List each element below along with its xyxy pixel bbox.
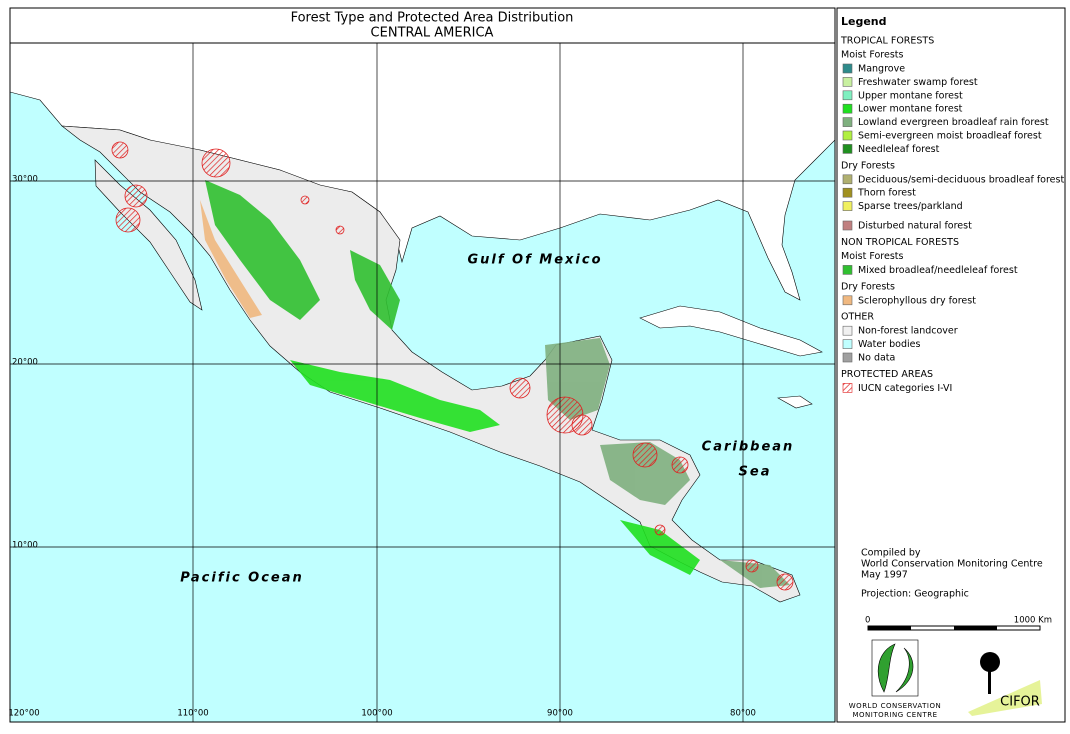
water-label: Pacific Ocean (180, 571, 304, 586)
legend-swatch (842, 130, 853, 141)
protected-areas (111, 141, 794, 591)
scale-start: 0 (865, 616, 870, 626)
latitude-label: 10°00 (12, 541, 38, 551)
legend-swatch (842, 77, 853, 87)
legend-swatch (842, 325, 853, 336)
title-box (9, 7, 836, 44)
graticule (10, 43, 835, 722)
legend: Legend TROPICAL FORESTS Moist Forests Mangr… (840, 15, 1064, 394)
longitude-label: 80°00 (730, 709, 756, 719)
legend-title: Legend (841, 15, 887, 28)
legend-swatch (842, 295, 853, 306)
legend-label: Thorn forest (857, 188, 916, 199)
legend-label: Deciduous/semi-deciduous broadleaf fores… (858, 174, 1064, 185)
legend-label: Upper montane forest (858, 90, 963, 101)
water-label: Caribbean (702, 440, 795, 455)
logo-text: CIFOR (1000, 695, 1040, 710)
wcmc-logo (871, 639, 919, 697)
legend-swatch (842, 174, 853, 185)
legend-swatch (842, 103, 853, 114)
legend-label: Disturbed natural forest (858, 221, 972, 232)
longitude-label: 120°00 (8, 709, 39, 719)
legend-section: NON TROPICAL FORESTS (841, 237, 959, 248)
legend-section: OTHER (841, 312, 874, 323)
legend-swatch (842, 352, 853, 363)
legend-label: Water bodies (858, 339, 920, 350)
baja-peninsula (94, 159, 203, 311)
legend-label: Semi-evergreen moist broadleaf forest (858, 131, 1042, 142)
cuba (639, 305, 823, 357)
legend-label: No data (858, 353, 895, 364)
legend-swatch (842, 383, 853, 393)
legend-label: Mixed broadleaf/needleleaf forest (858, 265, 1018, 276)
legend-label: Sclerophyllous dry forest (858, 295, 976, 306)
jamaica (777, 395, 813, 409)
legend-label: Needleleaf forest (858, 144, 940, 155)
legend-label: Lowland evergreen broadleaf rain forest (858, 117, 1049, 128)
map-frame (9, 42, 836, 723)
legend-label: IUCN categories I-VI (858, 383, 952, 394)
legend-group: Moist Forests (841, 50, 903, 61)
legend-swatch (842, 201, 853, 211)
legend-swatch (842, 90, 853, 101)
credit-line: World Conservation Monitoring Centre (861, 559, 1043, 570)
legend-section: TROPICAL FORESTS (840, 36, 934, 47)
projection: Projection: Geographic (861, 589, 969, 600)
map-subtitle: CENTRAL AMERICA (371, 26, 494, 41)
legend-label: Sparse trees/parkland (858, 201, 963, 212)
legend-panel (836, 7, 1066, 723)
latitude-label: 30°00 (12, 175, 38, 185)
legend-group: Dry Forests (841, 160, 895, 171)
legend-swatch (842, 144, 853, 154)
credit-line: May 1997 (861, 570, 908, 581)
longitude-label: 90°00 (547, 709, 573, 719)
legend-swatch (842, 265, 853, 275)
legend-label: Freshwater swamp forest (858, 77, 978, 88)
legend-group: Moist Forests (841, 251, 903, 262)
scale-end: 1000 Km (1014, 616, 1052, 626)
logo-text: WORLD CONSERVATION (849, 702, 941, 710)
legend-label: Non-forest landcover (858, 326, 958, 337)
legend-swatch (842, 220, 853, 231)
legend-label: Mangrove (858, 64, 905, 75)
cifor-logo (968, 652, 1042, 716)
legend-group: Dry Forests (841, 281, 895, 292)
credit-line: Compiled by (861, 548, 921, 559)
scale-bar (867, 625, 1041, 631)
legend-swatch (842, 187, 853, 198)
latitude-label: 20°00 (12, 358, 38, 368)
longitude-label: 100°00 (361, 709, 392, 719)
legend-section: PROTECTED AREAS (841, 369, 933, 380)
legend-swatch (842, 63, 853, 74)
water-label: Sea (739, 465, 772, 480)
logo-text: MONITORING CENTRE (852, 711, 937, 719)
map-title: Forest Type and Protected Area Distribut… (291, 11, 574, 26)
map (10, 43, 835, 722)
longitude-label: 110°00 (177, 709, 208, 719)
water-label: Gulf Of Mexico (467, 253, 602, 268)
legend-swatch (842, 339, 853, 349)
legend-label: Lower montane forest (858, 104, 963, 115)
legend-swatch (842, 117, 853, 127)
